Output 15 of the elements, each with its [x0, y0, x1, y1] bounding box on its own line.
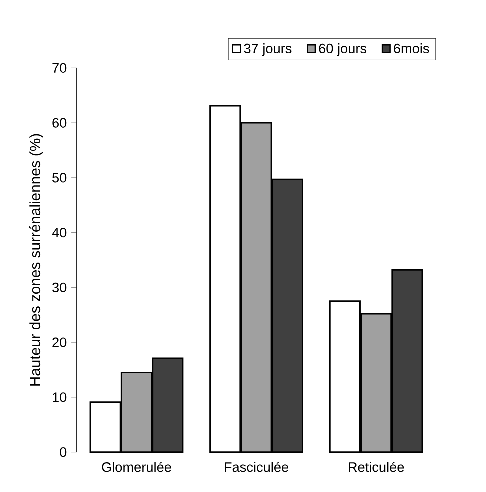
y-tick-label: 40 [52, 228, 67, 238]
y-tick-label: 50 [52, 173, 67, 183]
legend-label: 37 jours [244, 44, 292, 56]
y-tick-label: 60 [52, 118, 67, 128]
legend-label: 60 jours [319, 44, 367, 56]
legend-label: 6mois [394, 44, 430, 54]
x-tick-label: Fasciculée [225, 462, 289, 472]
y-tick-label: 10 [53, 392, 67, 402]
y-tick-label: 70 [52, 63, 67, 73]
x-tick-label: Glomerulée [102, 462, 172, 472]
y-tick-label: 0 [60, 448, 67, 458]
y-tick-label: 30 [52, 282, 67, 293]
y-axis-title: Hauteur des zones surrénaliennes (%) [30, 134, 44, 386]
x-tick-label: Reticulée [349, 462, 404, 472]
y-tick-label: 20 [52, 338, 67, 348]
